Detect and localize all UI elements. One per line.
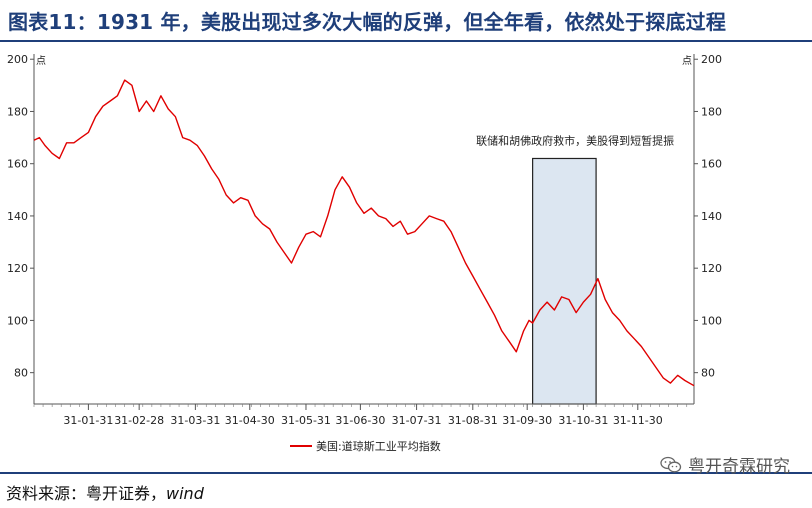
x-tick-label: 31-11-30	[613, 414, 663, 427]
x-tick-label: 31-08-31	[448, 414, 498, 427]
x-tick-label: 31-05-31	[281, 414, 331, 427]
x-tick-label: 31-04-30	[225, 414, 275, 427]
x-tick-label: 31-06-30	[335, 414, 385, 427]
y-tick-label-left: 80	[14, 367, 28, 380]
x-tick-label: 31-07-31	[392, 414, 442, 427]
x-tick-label: 31-09-30	[502, 414, 552, 427]
title-rule	[0, 40, 812, 42]
x-tick-label: 31-10-31	[558, 414, 608, 427]
legend-label: 美国:道琼斯工业平均指数	[316, 439, 441, 453]
source-note: 资料来源：粤开证券，wind	[6, 480, 204, 504]
page-title: 图表11：1931 年，美股出现过多次大幅的反弹，但全年看，依然处于探底过程	[8, 10, 727, 34]
y-tick-label-right: 160	[701, 158, 722, 171]
y-tick-label-left: 200	[7, 53, 28, 66]
chart-area: 联储和胡佛政府救市，美股得到短暂提振 80 80 100 100 120 120 140 140…	[0, 44, 812, 470]
y-tick-label-right: 200	[701, 53, 722, 66]
wechat-icon	[660, 456, 682, 474]
series-line	[33, 79, 695, 387]
highlight-box	[532, 157, 597, 405]
x-tick-label: 31-01-31	[63, 414, 113, 427]
y-tick-label-left: 180	[7, 105, 28, 118]
y-tick-label-right: 180	[701, 105, 722, 118]
footer-rule	[0, 472, 812, 474]
watermark-text: 粤开奇霖研究	[688, 457, 790, 477]
y-tick-label-left: 140	[7, 210, 28, 223]
y-unit-left: 点	[36, 55, 46, 67]
y-tick-label-right: 140	[701, 210, 722, 223]
y-tick-label-left: 100	[7, 314, 28, 327]
x-tick-label: 31-03-31	[170, 414, 220, 427]
watermark: 粤开奇霖研究	[660, 452, 790, 477]
annotation-label: 联储和胡佛政府救市，美股得到短暂提振	[476, 133, 674, 147]
x-tick-label: 31-02-28	[114, 414, 164, 427]
y-tick-label-right: 100	[701, 314, 722, 327]
y-tick-label-left: 160	[7, 158, 28, 171]
line-chart: 联储和胡佛政府救市，美股得到短暂提振 80 80 100 100 120 120 140 140…	[7, 53, 722, 453]
y-tick-label-right: 80	[701, 367, 715, 380]
y-tick-label-left: 120	[7, 262, 28, 275]
source-wind: wind	[166, 484, 204, 503]
y-tick-label-right: 120	[701, 262, 722, 275]
y-unit-right: 点	[682, 55, 692, 67]
source-label: 资料来源：粤开证券，	[6, 484, 167, 503]
